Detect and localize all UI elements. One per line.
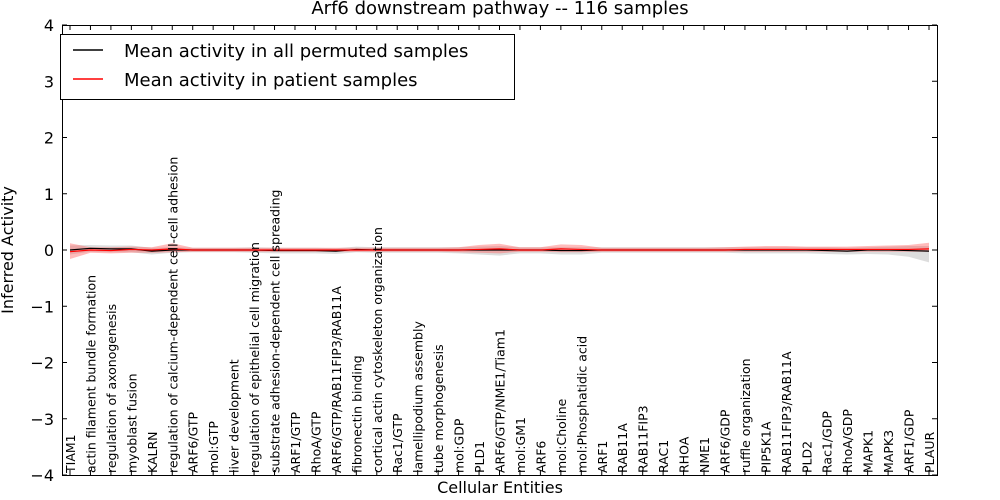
x-tick-label: ARF6/GDP bbox=[717, 409, 732, 473]
y-tick-label: 0 bbox=[44, 241, 54, 260]
y-tick-label: −3 bbox=[30, 410, 54, 429]
plot-frame bbox=[62, 25, 938, 476]
band-series-2 bbox=[70, 242, 929, 259]
x-tick-label: regulation of epithelial cell migration bbox=[247, 242, 262, 473]
x-tick-label: ARF1 bbox=[595, 441, 610, 473]
x-tick-label: ARF6/GTP/RAB11FIP3/RAB11A bbox=[329, 286, 344, 473]
x-tick-label: Rac1/GTP bbox=[390, 413, 405, 473]
x-tick-label: RhoA/GTP bbox=[308, 411, 323, 473]
x-tick-label: PLAUR bbox=[922, 432, 937, 473]
x-tick-label: RAB11FIP3 bbox=[636, 405, 651, 473]
confidence-bands bbox=[70, 242, 929, 263]
x-tick-label: substrate adhesion-dependent cell spread… bbox=[268, 190, 283, 473]
x-tick-label: TIAM1 bbox=[63, 434, 78, 474]
x-tick-label: cortical actin cytoskeleton organization bbox=[370, 227, 385, 473]
y-tick-label: −1 bbox=[30, 297, 54, 316]
x-tick-label: mol:Phosphatidic acid bbox=[574, 336, 589, 473]
x-tick-label: PLD2 bbox=[799, 441, 814, 473]
x-tick-label: myoblast fusion bbox=[124, 373, 139, 473]
legend: Mean activity in all permuted samples Mea… bbox=[60, 34, 515, 100]
legend-box bbox=[60, 34, 515, 100]
x-tick-label: RHOA bbox=[677, 436, 692, 473]
y-axis-label: Inferred Activity bbox=[0, 186, 17, 314]
x-tick-label: mol:Choline bbox=[554, 398, 569, 473]
x-tick-label: ruffle organization bbox=[738, 358, 753, 473]
x-axis-ticks: TIAM1 actin filament bundle formation regu… bbox=[63, 25, 937, 475]
x-tick-label: RAC1 bbox=[656, 440, 671, 473]
x-tick-label: KALRN bbox=[145, 431, 160, 473]
x-tick-label: ARF1/GTP bbox=[288, 412, 303, 473]
x-tick-label: ARF1/GDP bbox=[902, 409, 917, 473]
series-lines bbox=[69, 247, 930, 253]
x-tick-label: PLD1 bbox=[472, 441, 487, 473]
y-tick-label: −2 bbox=[30, 354, 54, 373]
y-axis-ticks: −4 −3 −2 −1 0 1 2 3 4 bbox=[30, 16, 937, 485]
x-tick-label: Rac1/GDP bbox=[820, 411, 835, 473]
x-tick-label: MAPK3 bbox=[881, 430, 896, 473]
line-series-2 bbox=[69, 248, 930, 253]
chart-title: Arf6 downstream pathway -- 116 samples bbox=[311, 0, 688, 19]
x-tick-label: NME1 bbox=[697, 437, 712, 473]
y-tick-label: 2 bbox=[44, 129, 54, 148]
x-tick-label: ARF6 bbox=[533, 441, 548, 473]
x-tick-label: RAB11FIP3/RAB11A bbox=[779, 351, 794, 473]
x-tick-label: ARF6/GTP bbox=[186, 412, 201, 473]
legend-label-2: Mean activity in patient samples bbox=[124, 70, 418, 91]
x-tick-label: regulation of calcium-dependent cell-cel… bbox=[165, 157, 180, 473]
x-tick-label: mol:GDP bbox=[452, 418, 467, 473]
x-tick-label: ARF6/GTP/NME1/Tiam1 bbox=[493, 329, 508, 473]
x-axis-label: Cellular Entities bbox=[437, 478, 563, 497]
band-series-1 bbox=[70, 244, 929, 263]
y-tick-label: 4 bbox=[44, 16, 54, 35]
y-tick-label: 3 bbox=[44, 72, 54, 91]
x-tick-label: mol:GM1 bbox=[513, 417, 528, 473]
x-tick-label: lamellipodium assembly bbox=[411, 321, 426, 473]
x-tick-label: mol:GTP bbox=[206, 421, 221, 473]
x-tick-label: regulation of axonogenesis bbox=[104, 304, 119, 473]
x-tick-label: actin filament bundle formation bbox=[83, 275, 98, 473]
x-tick-label: liver development bbox=[227, 359, 242, 473]
legend-label-1: Mean activity in all permuted samples bbox=[124, 41, 468, 62]
x-tick-label: tube morphogenesis bbox=[431, 344, 446, 473]
y-tick-label: −4 bbox=[30, 466, 54, 485]
x-tick-label: fibronectin binding bbox=[349, 355, 364, 473]
x-tick-label: RhoA/GDP bbox=[840, 409, 855, 473]
x-tick-label: MAPK1 bbox=[861, 430, 876, 473]
x-tick-label: PIP5K1A bbox=[758, 421, 773, 473]
x-tick-label: RAB11A bbox=[615, 423, 630, 473]
y-tick-label: 1 bbox=[44, 185, 54, 204]
